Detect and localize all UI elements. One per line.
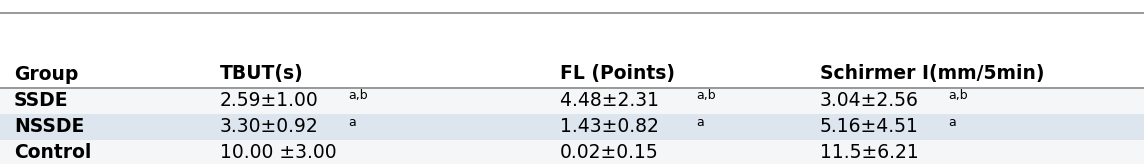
Text: NSSDE: NSSDE xyxy=(14,117,85,136)
Text: a,b: a,b xyxy=(349,90,368,102)
Text: 11.5±6.21: 11.5±6.21 xyxy=(820,144,919,163)
Text: 2.59±1.00: 2.59±1.00 xyxy=(220,92,319,111)
Text: FL (Points): FL (Points) xyxy=(561,64,675,83)
Text: a,b: a,b xyxy=(948,90,968,102)
Text: Control: Control xyxy=(14,144,92,163)
Text: 10.00 ±3.00: 10.00 ±3.00 xyxy=(220,144,336,163)
Text: 1.43±0.82: 1.43±0.82 xyxy=(561,117,665,136)
Text: 4.48±2.31: 4.48±2.31 xyxy=(561,92,665,111)
Bar xyxy=(0,114,1144,140)
Text: Group: Group xyxy=(14,64,79,83)
Text: 0.02±0.15: 0.02±0.15 xyxy=(561,144,659,163)
Text: 3.04±2.56: 3.04±2.56 xyxy=(820,92,919,111)
Text: a: a xyxy=(349,115,356,129)
Text: 3.30±0.92: 3.30±0.92 xyxy=(220,117,319,136)
Text: SSDE: SSDE xyxy=(14,92,69,111)
Text: 5.16±4.51: 5.16±4.51 xyxy=(820,117,919,136)
Text: a,b: a,b xyxy=(697,90,716,102)
Text: a: a xyxy=(948,115,956,129)
Text: Schirmer I(mm/5min): Schirmer I(mm/5min) xyxy=(820,64,1044,83)
Bar xyxy=(0,140,1144,164)
Text: a: a xyxy=(697,115,704,129)
Text: TBUT(s): TBUT(s) xyxy=(220,64,304,83)
Bar xyxy=(0,88,1144,114)
